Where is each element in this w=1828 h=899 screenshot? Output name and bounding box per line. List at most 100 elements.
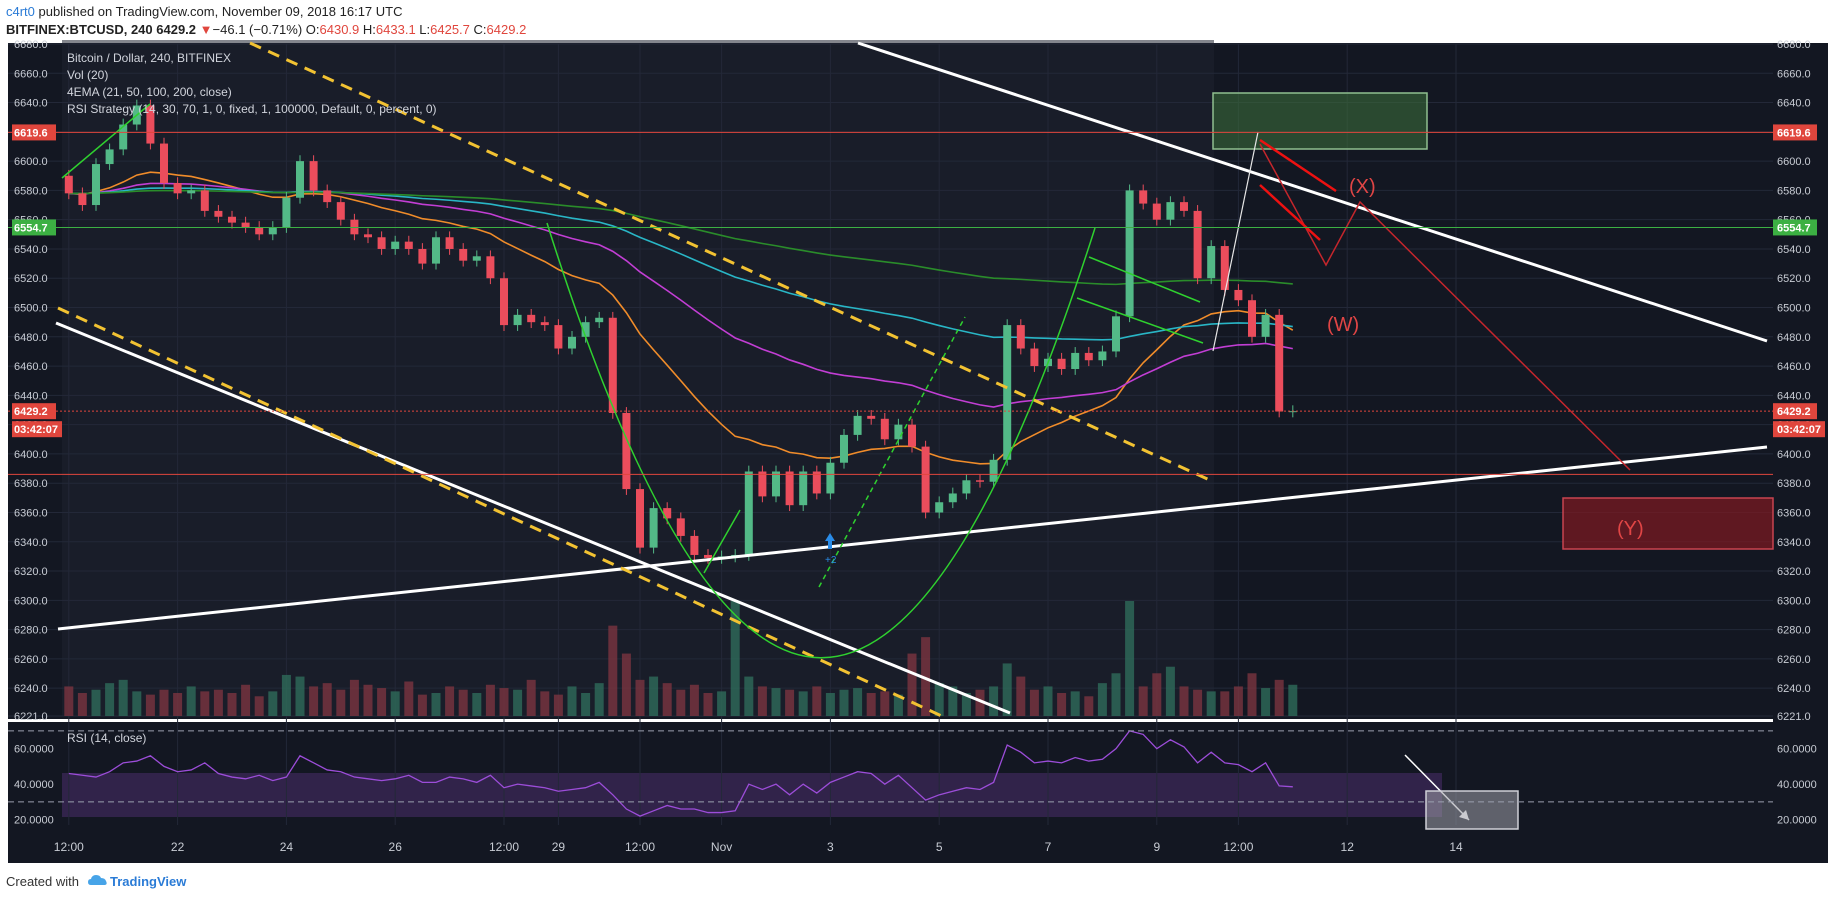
low-value: 6425.7 <box>430 22 470 37</box>
candle-body <box>853 415 862 435</box>
rsi-band <box>62 773 1442 817</box>
volume-bar <box>1247 673 1257 716</box>
volume-bar <box>866 693 876 716</box>
volume-bar <box>608 625 618 716</box>
high-label: H: <box>362 22 376 37</box>
yellow-dashed-resistance[interactable] <box>249 41 1215 484</box>
time-tick-label: 22 <box>171 840 185 854</box>
price-tick-label: 6580.0 <box>1777 185 1811 197</box>
yellow-dashed-support[interactable] <box>57 306 947 720</box>
time-tick-label: 24 <box>280 840 294 854</box>
price-tick-label: 6520.0 <box>1777 273 1811 285</box>
candle-body <box>867 415 876 419</box>
lower-trendline[interactable] <box>57 445 1768 631</box>
upper-trendline[interactable] <box>857 41 1768 343</box>
volume-bar <box>989 686 999 716</box>
volume-bar <box>485 684 495 716</box>
author-link[interactable]: c4rt0 <box>6 4 35 19</box>
rsi-target-box[interactable] <box>1425 790 1519 830</box>
time-axis <box>8 825 1828 863</box>
price-tick-label: 6640.0 <box>14 98 48 110</box>
price-label-badge <box>12 124 56 141</box>
rsi-tick-label: 60.0000 <box>1777 744 1817 756</box>
chart-header: c4rt0 published on TradingView.com, Nove… <box>0 0 1828 40</box>
volume-bar <box>1233 686 1243 716</box>
volume-bar <box>839 689 849 716</box>
candle-body <box>200 190 209 211</box>
candle-body <box>622 412 631 490</box>
candle-body <box>1248 300 1256 337</box>
volume-bar <box>1125 601 1135 716</box>
volume-bar <box>785 689 795 716</box>
price-tick-label: 6340.0 <box>1777 537 1811 549</box>
red-arrow-top <box>1259 138 1337 193</box>
volume-bar <box>1152 673 1162 716</box>
candle-body <box>323 190 332 203</box>
green-early-line <box>61 103 151 179</box>
volume-bar <box>553 694 563 716</box>
price-tick-label: 6300.0 <box>14 595 48 607</box>
candle-body <box>1125 190 1134 317</box>
candle-body <box>1220 246 1229 290</box>
time-tick-label: 12:00 <box>54 840 84 854</box>
candle-body <box>976 480 984 482</box>
candle-body <box>1030 348 1039 367</box>
price-chart[interactable]: (W) (X) (Y) +2 Bitcoin / Dollar, 240, BI… <box>0 40 1828 863</box>
last-price: 6429.2 <box>156 22 197 37</box>
volume-bar <box>1261 688 1271 716</box>
volume-bar <box>676 689 686 716</box>
candle-body <box>92 164 100 206</box>
candle-body <box>160 143 168 184</box>
volume-bar <box>1070 691 1080 716</box>
price-tick-label: 6360.0 <box>14 507 48 519</box>
volume-bar <box>730 601 740 716</box>
price-tick-label: 6221.0 <box>14 711 48 723</box>
candle-body <box>336 202 345 220</box>
volume-bar <box>526 679 536 716</box>
high-value: 6433.1 <box>375 22 416 37</box>
candle-body <box>935 502 944 513</box>
price-change: −46.1 (−0.71%) <box>212 22 303 37</box>
volume-bar <box>771 688 781 716</box>
descending-channel-line[interactable] <box>55 321 1011 715</box>
candle-body <box>1261 314 1270 337</box>
volume-bar <box>717 691 727 716</box>
volume-bar <box>458 689 468 716</box>
countdown-label: 03:42:07 <box>14 424 58 436</box>
price-tick-label: 6500.0 <box>1777 303 1811 315</box>
price-tick-label: 6660.0 <box>14 68 48 80</box>
wxy-path <box>1259 143 1631 471</box>
volume-bar <box>281 674 291 716</box>
candle-body <box>500 278 508 326</box>
volume-bar <box>1043 686 1053 716</box>
tradingview-brand[interactable]: TradingView <box>110 874 187 889</box>
time-tick-label: 14 <box>1449 840 1463 854</box>
candle-body <box>1180 202 1188 211</box>
price-tick-label: 6260.0 <box>14 654 48 666</box>
red-target-box[interactable] <box>1562 497 1774 550</box>
volume-bar <box>1165 666 1175 716</box>
time-tick-label: Nov <box>711 840 732 854</box>
price-tick-label: 6400.0 <box>1777 449 1811 461</box>
volume-bar <box>336 689 346 716</box>
price-tick-label: 6280.0 <box>14 625 48 637</box>
green-up-line <box>703 509 741 574</box>
volume-bar <box>1193 689 1203 716</box>
volume-bar <box>744 676 754 716</box>
volume-bar <box>567 686 577 716</box>
price-tick-label: 6260.0 <box>1777 654 1811 666</box>
candle-body <box>880 418 889 440</box>
volume-bar <box>227 693 237 716</box>
volume-bar <box>363 684 373 716</box>
price-tick-label: 6460.0 <box>14 361 48 373</box>
volume-bar <box>77 693 87 716</box>
price-tick-label: 6240.0 <box>1777 683 1811 695</box>
legend-item: Bitcoin / Dollar, 240, BITFINEX <box>67 51 231 65</box>
candle-body <box>908 424 916 447</box>
green-target-box[interactable] <box>1212 92 1428 150</box>
time-tick-label: 29 <box>552 840 566 854</box>
volume-bar <box>513 689 523 716</box>
price-label-text: 6554.7 <box>1777 222 1811 234</box>
tradingview-cloud-icon[interactable] <box>88 873 108 887</box>
volume-bar <box>322 683 332 716</box>
